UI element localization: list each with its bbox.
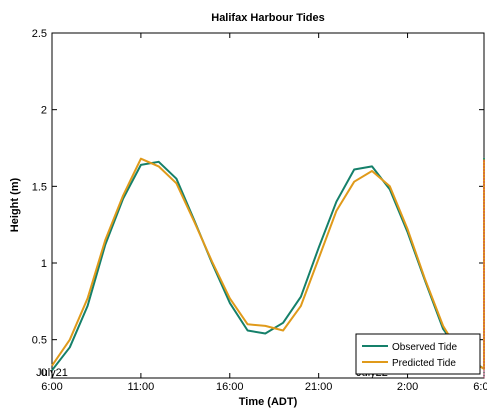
legend: Observed Tide Predicted Tide bbox=[355, 333, 481, 375]
y-axis: 0.5 1 1.5 2 2.5 0 bbox=[32, 28, 484, 379]
x-tick-label: 11:00 bbox=[128, 381, 155, 393]
x-tick-label: 21:00 bbox=[305, 381, 333, 393]
x-tick-label: 6:00 bbox=[473, 381, 487, 393]
y-tick-label: 0 bbox=[41, 367, 47, 379]
series-line-observed bbox=[51, 157, 485, 371]
x-tick-label: 16:00 bbox=[216, 381, 244, 393]
x-axis-label: Time (ADT) bbox=[239, 396, 298, 408]
legend-entry: Predicted Tide bbox=[392, 358, 456, 369]
x-tick-label: 6:00 bbox=[41, 381, 62, 393]
annotation-layer: Survey Hours bbox=[483, 160, 485, 378]
chart-title: Halifax Harbour Tides bbox=[211, 12, 325, 24]
legend-entry: Observed Tide bbox=[392, 342, 457, 353]
y-tick-label: 0.5 bbox=[32, 335, 47, 347]
legend-box bbox=[355, 333, 481, 375]
y-axis-label: Height (m) bbox=[9, 177, 21, 232]
date-label: July21 bbox=[36, 367, 68, 379]
y-tick-label: 2 bbox=[41, 105, 47, 117]
y-tick-label: 2.5 bbox=[32, 28, 47, 40]
x-tick-label: 2:00 bbox=[397, 381, 418, 393]
y-tick-label: 1.5 bbox=[32, 181, 47, 193]
y-tick-label: 1 bbox=[41, 258, 47, 270]
plot-frame bbox=[51, 32, 485, 379]
